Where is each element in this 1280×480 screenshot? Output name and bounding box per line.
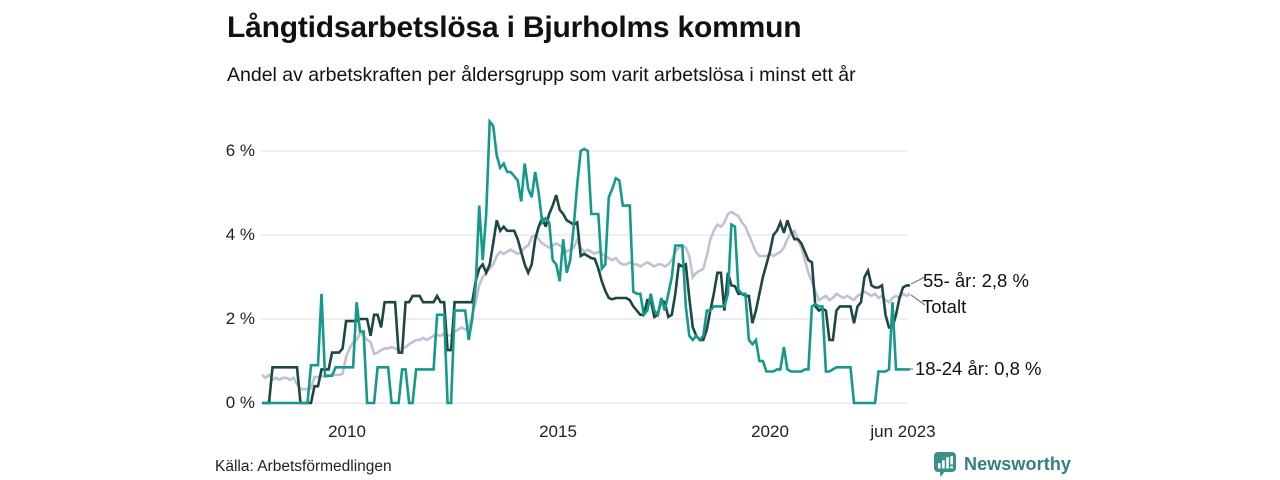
page-title: Långtidsarbetslösa i Bjurholms kommun xyxy=(227,11,802,44)
x-tick-2010: 2010 xyxy=(328,422,366,441)
series-line-totalt xyxy=(261,210,911,391)
y-tick-4: 4 % xyxy=(225,225,255,244)
series-label-total: Totalt xyxy=(922,296,967,317)
series-line-55-r xyxy=(262,194,910,405)
y-tick-0: 0 % xyxy=(225,393,255,412)
brand-logo: Newsworthy xyxy=(933,451,1071,477)
x-tick-2020: 2020 xyxy=(751,422,789,441)
series-line-18-24-r xyxy=(262,118,910,405)
series-label-18-24: 18-24 år: 0,8 % xyxy=(915,358,1042,379)
connector-total xyxy=(910,294,926,306)
newsworthy-icon xyxy=(933,451,957,477)
connector-55 xyxy=(910,276,926,285)
label-connectors xyxy=(906,276,926,370)
source-note: Källa: Arbetsförmedlingen xyxy=(215,458,392,475)
series-lines xyxy=(261,118,911,405)
page-subtitle: Andel av arbetskraften per åldersgrupp s… xyxy=(227,64,856,86)
y-tick-6: 6 % xyxy=(225,141,255,160)
brand-name: Newsworthy xyxy=(964,453,1072,474)
x-tick-2015: 2015 xyxy=(539,422,577,441)
x-tick-jun-2023: jun 2023 xyxy=(870,422,936,441)
y-tick-2: 2 % xyxy=(225,309,255,328)
series-label-55: 55- år: 2,8 % xyxy=(923,270,1029,291)
